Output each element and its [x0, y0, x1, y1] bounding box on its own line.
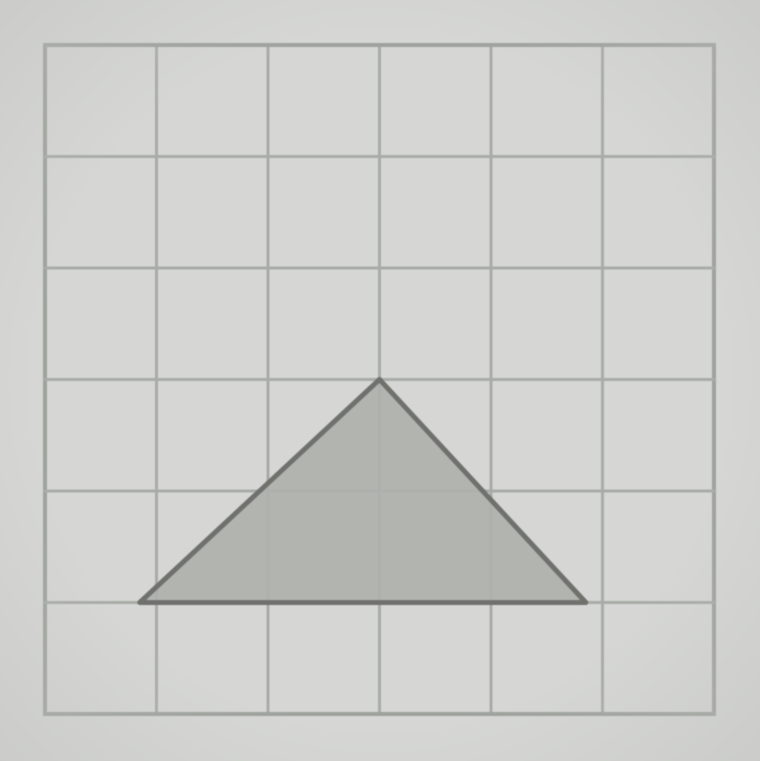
grid-triangle-diagram — [0, 0, 760, 761]
vignette-overlay — [0, 0, 760, 761]
